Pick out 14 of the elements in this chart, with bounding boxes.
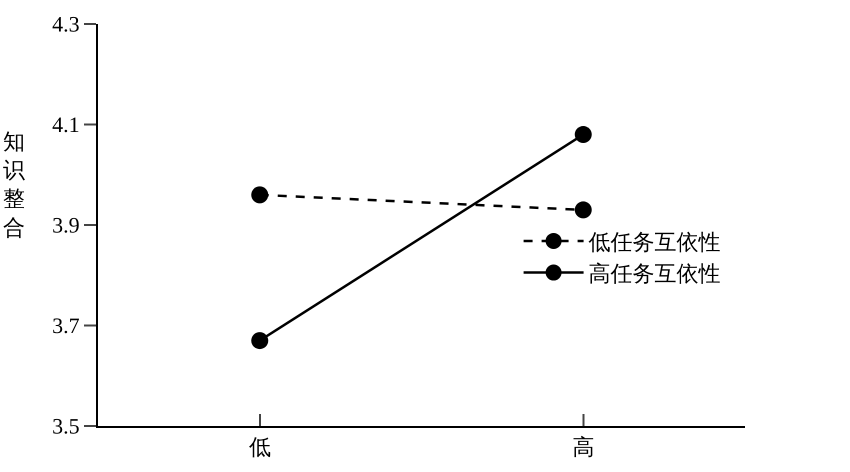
legend-label: 低任务互依性 <box>588 230 721 255</box>
y-tick-label: 4.1 <box>52 112 80 138</box>
x-tick-label: 高 <box>572 434 594 460</box>
point <box>574 126 592 144</box>
y-tick-label: 4.3 <box>52 12 80 37</box>
legend-label: 高任务互依性 <box>588 261 721 286</box>
point <box>251 186 268 204</box>
y-axis-title: 知识整合 <box>3 129 25 240</box>
y-tick-label: 3.5 <box>52 414 80 439</box>
x-tick-label: 低 <box>248 434 271 460</box>
point <box>574 201 592 218</box>
y-tick-label: 3.9 <box>52 212 80 238</box>
y-tick-label: 3.7 <box>52 313 80 338</box>
point <box>251 332 268 350</box>
